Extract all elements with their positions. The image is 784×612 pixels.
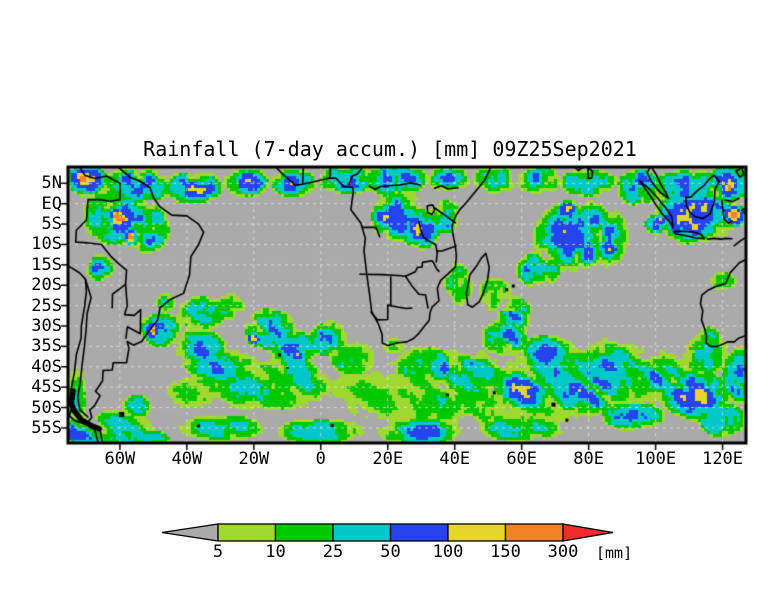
lat-tick-label: 45S	[31, 377, 62, 398]
colorbar-tick-label: 25	[322, 542, 344, 562]
colorbar-arrow	[161, 523, 219, 542]
lat-tick-label: 30S	[31, 315, 62, 336]
colorbar-unit-label: [mm]	[596, 544, 633, 562]
colorbar-segment	[447, 523, 507, 542]
colorbar-segment	[504, 523, 564, 542]
lon-tick-label: 20E	[372, 449, 404, 469]
colorbar-segment	[217, 523, 277, 542]
lat-tick-label: 25S	[31, 295, 62, 316]
lat-tick-label: 55S	[31, 417, 62, 438]
colorbar-tick-label: 150	[490, 542, 521, 562]
lon-tick-label: 40E	[439, 449, 471, 469]
colorbar	[161, 523, 614, 542]
lon-tick-label: 60W	[104, 449, 136, 469]
lat-tick-label: 10S	[31, 234, 62, 255]
colorbar-tick-label: 100	[432, 542, 464, 562]
colorbar-tick-label: 300	[547, 542, 579, 562]
colorbar-tick-label: 5	[212, 542, 224, 562]
lat-tick-label: 5N	[41, 173, 62, 194]
lat-tick-label: 5S	[41, 214, 62, 235]
lon-tick-label: 80E	[573, 449, 604, 469]
colorbar-arrow	[562, 523, 614, 542]
lat-tick-label: 20S	[31, 275, 62, 296]
lat-tick-label: 40S	[31, 356, 62, 377]
lon-tick-label: 0	[315, 449, 326, 469]
lon-tick-label: 60E	[506, 449, 538, 469]
colorbar-segment	[274, 523, 334, 542]
lat-tick-label: EQ	[41, 193, 62, 214]
lat-tick-label: 35S	[31, 336, 62, 357]
colorbar-tick-label: 10	[265, 542, 286, 562]
rainfall-map	[56, 155, 756, 455]
lon-tick-label: 40W	[171, 449, 203, 469]
lon-tick-label: 120E	[702, 449, 744, 469]
lon-tick-label: 100E	[635, 449, 677, 469]
lon-tick-label: 20W	[238, 449, 270, 469]
colorbar-segment	[389, 523, 449, 542]
colorbar-segment	[332, 523, 392, 542]
colorbar-tick-label: 50	[380, 542, 401, 562]
lat-tick-label: 50S	[31, 397, 62, 418]
lat-tick-label: 15S	[31, 254, 62, 275]
